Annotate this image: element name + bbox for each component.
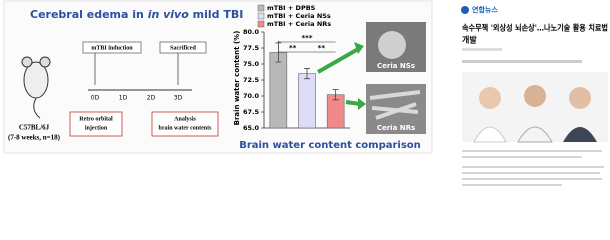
analysis-box [151, 111, 219, 137]
headline: 속수무책 '외상성 뇌손상'…나노기술 활용 치료법 [462, 23, 608, 33]
image-label: Ceria NRs [377, 124, 415, 132]
article-text [462, 150, 604, 186]
title-part: in vivo [148, 8, 190, 21]
cohort: (7-8 weeks, n=18) [8, 134, 61, 142]
significance: ** [289, 44, 297, 52]
strain: C57BL/6J [19, 124, 50, 132]
analysis: brain water contents [159, 125, 213, 131]
y-tick-label: 72.5 [243, 76, 260, 84]
byline [462, 48, 502, 51]
legend-swatch [257, 12, 265, 20]
injection: injection [85, 125, 108, 131]
significance: *** [302, 34, 313, 42]
arrow [317, 46, 361, 74]
error-bar [332, 89, 339, 101]
y-tick-label: 75.0 [243, 60, 260, 68]
significance: ** [318, 44, 326, 52]
significance-bracket [278, 40, 336, 43]
text-line [462, 60, 582, 63]
title-part: mild TBI [189, 8, 244, 21]
legend-label: mTBI + DPBS [267, 4, 316, 12]
micrograph-detail [369, 90, 421, 120]
headline: 개발 [462, 35, 477, 45]
source: 연합뉴스 [472, 5, 498, 14]
legend-swatch [257, 4, 265, 12]
day: 1D [119, 95, 128, 102]
legend-swatch [257, 20, 265, 28]
y-tick-label: 67.5 [243, 108, 260, 116]
injection-box [69, 111, 123, 137]
significance-bracket [278, 40, 307, 53]
y-tick-label: 65.0 [243, 124, 260, 132]
photos [462, 72, 608, 143]
micrograph-detail [378, 31, 406, 59]
step: Sacrificed [170, 45, 196, 51]
y-tick-label: 77.5 [243, 44, 260, 52]
source-logo [461, 6, 469, 14]
step-box [82, 41, 142, 54]
caption: Brain water content comparison [239, 140, 421, 151]
figure-title: Cerebral edema in in vivo mild TBI [30, 8, 243, 21]
day: 0D [91, 95, 100, 102]
error-bar [304, 68, 310, 80]
mouse-icon [21, 56, 51, 119]
legend-label: mTBI + Ceria NSs [267, 12, 331, 20]
step-box [159, 41, 207, 54]
y-axis-title: Brain water content (%) [233, 31, 241, 126]
screenshot: Cerebral edema in in vivo mild TBI C57BL… [3, 0, 608, 186]
bar [298, 73, 316, 129]
title-part: Cerebral edema in [30, 8, 148, 21]
analysis: Analysis [174, 116, 196, 122]
arrow-head [358, 98, 366, 110]
page: Cerebral edema in in vivo mild TBI C57BL… [3, 0, 608, 186]
legend-label: mTBI + Ceria NRs [267, 20, 331, 28]
day: 2D [147, 95, 156, 102]
arrow-head [354, 42, 364, 54]
bar [269, 52, 288, 129]
arrow [345, 100, 361, 106]
y-tick-label: 70.0 [243, 92, 260, 100]
image-label: Ceria NSs [377, 62, 415, 70]
step: mTBI induction [91, 45, 133, 51]
day: 3D [174, 95, 183, 102]
y-tick-label: 80.0 [243, 28, 260, 36]
injection: Retro orbital [79, 116, 113, 122]
